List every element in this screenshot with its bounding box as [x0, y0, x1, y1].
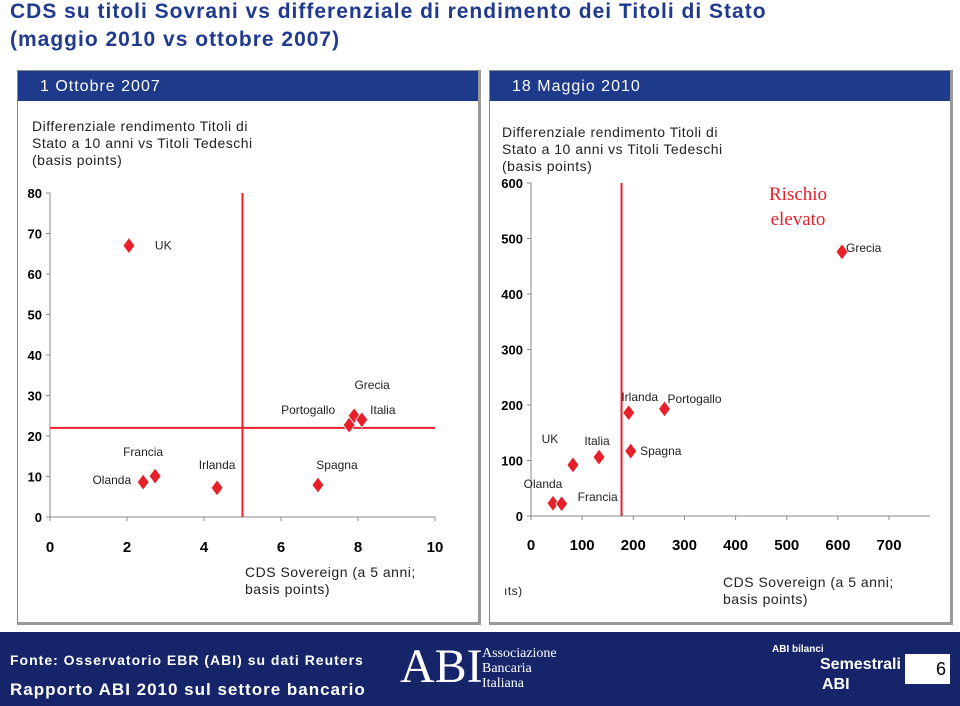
source: Fonte: Osservatorio EBR (ABI) su dati Re… [10, 652, 364, 668]
y-tick-label: 0 [516, 509, 523, 524]
y-tick-label: 600 [501, 176, 523, 191]
slide-subtitle: (maggio 2010 vs ottobre 2007) [10, 28, 341, 51]
x-tick-label: 100 [570, 537, 595, 554]
point [210, 479, 224, 497]
panel: 1 Ottobre 2007 Differenziale rendimento … [17, 70, 481, 625]
x-tick-label: 300 [672, 537, 697, 554]
y-axis-label: Differenziale rendimento Titoli di Stato… [32, 118, 253, 168]
x-tick-label: 200 [621, 537, 646, 554]
x-tick-label: 10 [427, 539, 444, 556]
point-label: Grecia [354, 378, 390, 392]
x-axis-label: CDS Sovereign (a 5 anni; basis points) [245, 564, 416, 597]
y-tick-label: 400 [501, 287, 523, 302]
y-tick-label: 100 [501, 454, 523, 469]
logo-line: Bancaria [482, 661, 532, 676]
x-tick-label: 0 [46, 539, 54, 556]
x-tick-label: 8 [354, 539, 362, 556]
clipped-text: ıts) [504, 584, 523, 598]
y-tick-label: 70 [28, 227, 42, 242]
report: Rapporto ABI 2010 sul settore bancario [10, 680, 366, 699]
point [148, 467, 162, 485]
point-label: UK [155, 239, 172, 253]
annotation: elevato [771, 209, 826, 230]
point [555, 495, 569, 513]
point [566, 456, 580, 474]
y-tick-label: 50 [28, 308, 42, 323]
point [624, 442, 638, 460]
annotation: Rischio [769, 184, 827, 205]
point [122, 236, 136, 255]
page-number: 6 [905, 654, 950, 684]
x-tick-label: 700 [877, 537, 902, 554]
point-label: Grecia [846, 241, 882, 255]
point-label: Francia [123, 445, 163, 459]
point-label: Spagna [316, 458, 358, 472]
brand-top: ABI bilanci [772, 644, 824, 655]
point-label: Olanda [92, 473, 131, 487]
y-tick-label: 80 [28, 186, 42, 201]
x-tick-label: 600 [825, 537, 850, 554]
x-tick-label: 0 [527, 537, 535, 554]
x-tick-label: 500 [774, 537, 799, 554]
point [355, 411, 369, 429]
x-axis-label: CDS Sovereign (a 5 anni; basis points) [723, 574, 894, 607]
y-tick-label: 200 [501, 398, 523, 413]
x-tick-label: 4 [200, 539, 209, 556]
point-label: Olanda [524, 477, 563, 491]
point [311, 476, 325, 494]
x-tick-label: 400 [723, 537, 748, 554]
x-tick-label: 6 [277, 539, 285, 556]
panel-header: 18 Maggio 2010 [490, 71, 950, 101]
x-tick-label: 2 [123, 539, 131, 556]
brand: Semestrali [820, 656, 901, 673]
point [658, 400, 672, 418]
y-tick-label: 0 [35, 510, 42, 525]
panel: 18 Maggio 2010 Differenziale rendimento … [489, 70, 953, 625]
point [546, 494, 560, 512]
point-label: Portogallo [281, 403, 335, 417]
y-tick-label: 60 [28, 267, 42, 282]
y-tick-label: 40 [28, 348, 42, 363]
y-tick-label: 30 [28, 389, 42, 404]
logo-text: Associazione Bancaria Italiana [482, 646, 557, 691]
point-label: Spagna [640, 444, 682, 458]
point-label: Francia [578, 490, 618, 504]
charts: 0 10 20 30 40 50 60 70 80 0 2 4 6 8 10 UK Olanda Francia I… [28, 176, 930, 556]
slide-title: CDS su titoli Sovrani vs differenziale d… [10, 0, 767, 23]
footer: Fonte: Osservatorio EBR (ABI) su dati Re… [0, 632, 960, 706]
y-tick-label: 500 [501, 232, 523, 247]
brand-bottom: ABI [822, 676, 850, 693]
point-label: Portogallo [667, 392, 721, 406]
point-label: Irlanda [621, 390, 658, 404]
point [592, 448, 606, 466]
point [136, 473, 150, 491]
point-label: UK [542, 432, 559, 446]
point [835, 243, 849, 261]
logo-line: Associazione [482, 646, 557, 661]
point [622, 404, 636, 422]
point-label: Italia [584, 434, 610, 448]
y-tick-label: 10 [28, 470, 42, 485]
point-label: Irlanda [199, 458, 236, 472]
logo: ABI [400, 640, 483, 693]
y-axis-label: Differenziale rendimento Titoli di Stato… [502, 124, 723, 174]
y-tick-label: 20 [28, 429, 42, 444]
logo-line: Italiana [482, 676, 524, 691]
point-label: Italia [370, 403, 396, 417]
y-tick-label: 300 [501, 343, 523, 358]
panel-header: 1 Ottobre 2007 [18, 71, 478, 101]
